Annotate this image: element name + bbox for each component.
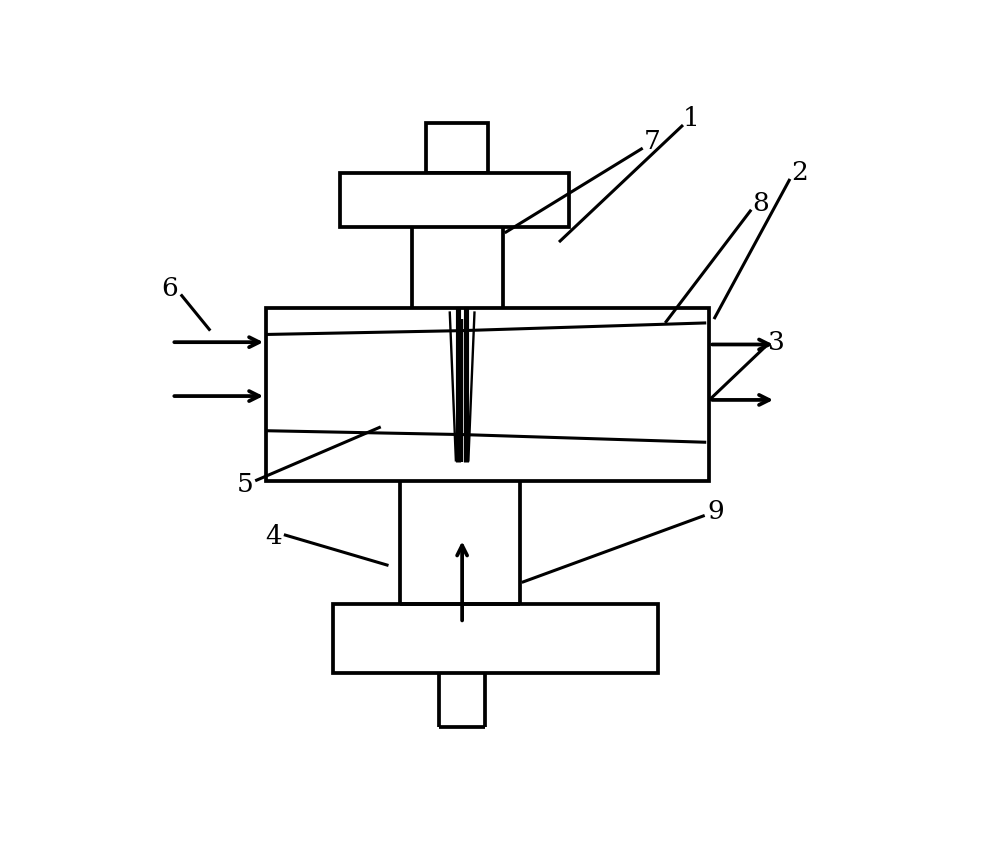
- Text: 9: 9: [707, 499, 724, 524]
- Text: 6: 6: [162, 276, 178, 301]
- Text: 4: 4: [265, 524, 282, 549]
- Text: 8: 8: [752, 191, 769, 216]
- Text: 1: 1: [682, 106, 699, 132]
- Bar: [340, 173, 569, 227]
- Bar: [333, 604, 658, 674]
- Text: 2: 2: [791, 160, 808, 185]
- Text: 7: 7: [644, 130, 660, 154]
- Text: 5: 5: [237, 472, 254, 497]
- Bar: [426, 123, 488, 173]
- Text: 3: 3: [768, 330, 784, 355]
- Bar: [400, 308, 520, 411]
- Bar: [266, 308, 709, 481]
